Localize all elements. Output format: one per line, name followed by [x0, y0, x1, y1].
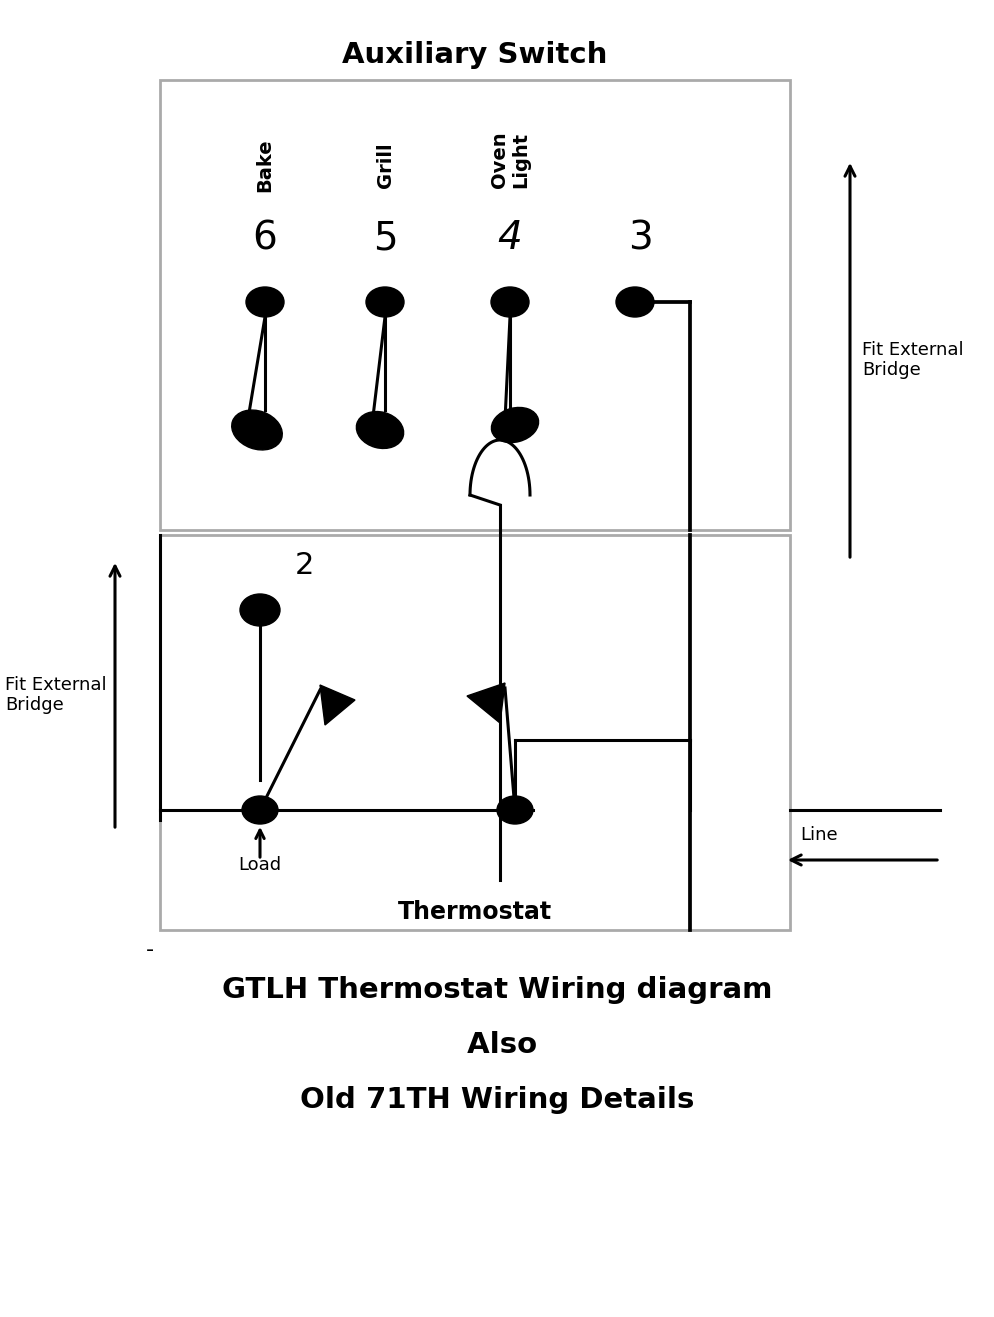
Text: Auxiliary Switch: Auxiliary Switch [342, 41, 607, 68]
Polygon shape [320, 685, 355, 724]
Ellipse shape [615, 287, 653, 317]
Ellipse shape [240, 594, 279, 626]
Text: Old 71TH Wiring Details: Old 71TH Wiring Details [300, 1087, 694, 1114]
Ellipse shape [366, 287, 404, 317]
Text: Fit External
Bridge: Fit External Bridge [5, 676, 106, 714]
Ellipse shape [356, 411, 404, 449]
Text: Load: Load [239, 856, 281, 874]
Text: 5: 5 [373, 219, 397, 257]
Ellipse shape [496, 795, 533, 824]
Polygon shape [466, 684, 505, 723]
Ellipse shape [246, 287, 283, 317]
Text: Line: Line [799, 826, 837, 844]
Ellipse shape [491, 407, 538, 443]
Text: 2: 2 [294, 551, 314, 579]
Text: Thermostat: Thermostat [398, 900, 552, 925]
Text: 3: 3 [627, 219, 652, 257]
Ellipse shape [242, 795, 277, 824]
Text: Oven
Light: Oven Light [490, 132, 529, 188]
Text: -: - [146, 940, 154, 960]
Text: Also: Also [457, 1031, 537, 1059]
Text: 4: 4 [497, 219, 522, 257]
Ellipse shape [232, 410, 282, 450]
Text: GTLH Thermostat Wiring diagram: GTLH Thermostat Wiring diagram [222, 976, 772, 1004]
Text: Grill: Grill [375, 142, 394, 188]
Bar [160, 535, 789, 930]
Ellipse shape [490, 287, 529, 317]
Text: 6: 6 [252, 219, 277, 257]
Text: Bake: Bake [255, 138, 274, 192]
Bar [160, 80, 789, 529]
Text: Fit External
Bridge: Fit External Bridge [861, 341, 962, 379]
